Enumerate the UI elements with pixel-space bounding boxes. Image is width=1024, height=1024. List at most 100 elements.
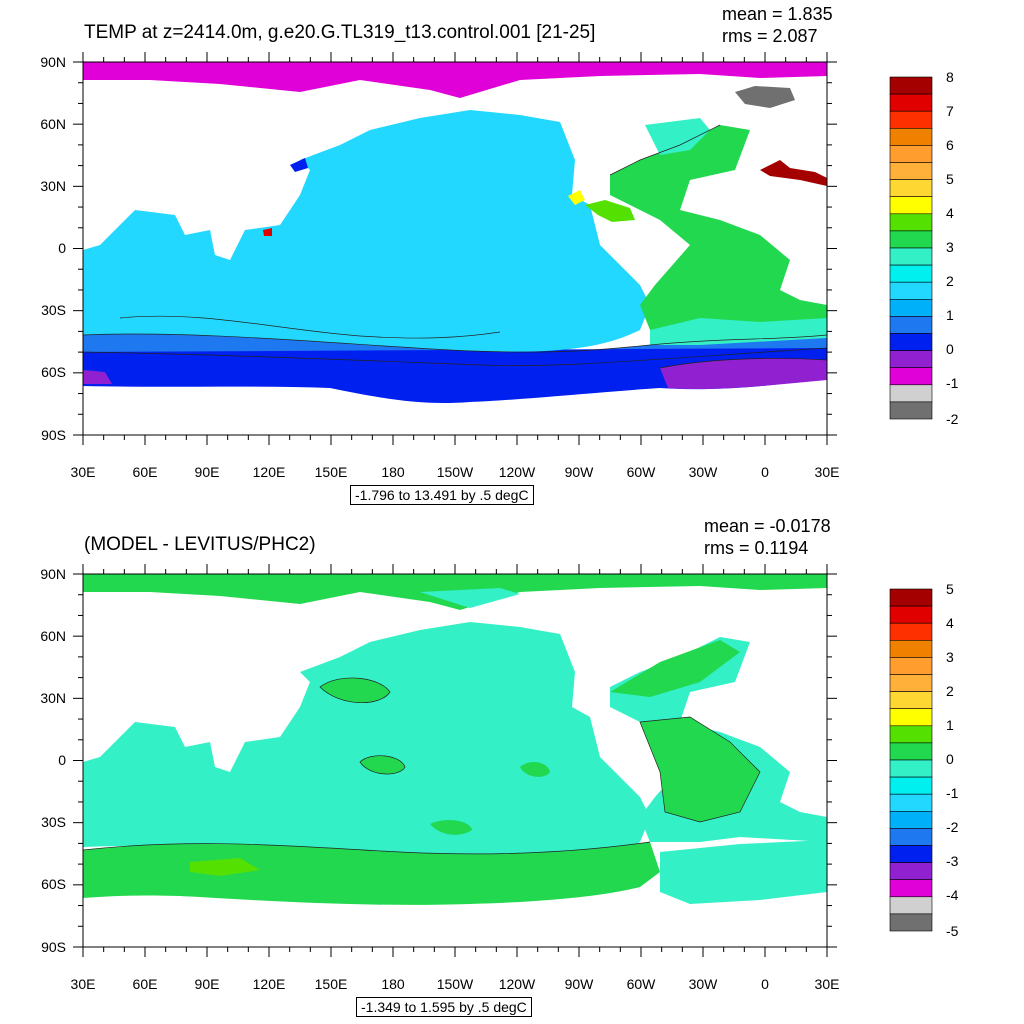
colorbar-swatch: [889, 316, 933, 334]
temp-x-tick-label: 150E: [315, 464, 348, 480]
colorbar-swatch: [889, 333, 933, 351]
colorbar-swatch: [889, 708, 933, 727]
temp-colorbar-labels: 8 7 6 5 4 3 2 1 0 -1 -2: [946, 69, 959, 427]
temp-small-red-sea: [263, 228, 272, 236]
diff-x-tick-label: 150E: [315, 976, 348, 992]
colorbar-swatch: [889, 896, 933, 915]
diff-x-tick-label: 90W: [565, 976, 595, 992]
diff-y-tick-label: 60S: [41, 876, 66, 892]
diff-contour-line: [359, 755, 406, 775]
temp-pacific-indian-region: [83, 110, 650, 352]
temp-y-tick-label: 90S: [41, 427, 66, 443]
diff-colorbar-labels: 5 4 3 2 1 0 -1 -2 -3 -4 -5: [946, 581, 959, 939]
temp-x-tick-label: 90W: [565, 464, 595, 480]
colorbar-swatch: [889, 862, 933, 881]
temp-southern-deep-band: [83, 348, 827, 404]
temp-colorbar-label: 7: [946, 103, 954, 119]
diff-map-svg: 30E 60E 90E 120E 150E 180 150W 120W 90W …: [40, 564, 959, 992]
temp-atlantic-region: [610, 125, 827, 330]
temp-japan-sea-region: [290, 158, 308, 172]
diff-pacific-patch: [320, 677, 390, 703]
colorbar-swatch: [889, 810, 933, 829]
diff-colorbar-label: 2: [946, 683, 954, 699]
colorbar-swatch: [889, 913, 933, 932]
colorbar-swatch: [889, 196, 933, 215]
colorbar-swatch: [889, 776, 933, 795]
colorbar-swatch: [889, 793, 933, 812]
temp-x-tick-label: 120E: [253, 464, 286, 480]
temp-map-field: [83, 62, 827, 404]
diff-colorbar-label: -5: [946, 923, 959, 939]
temp-panel: 30E 60E 90E 120E 150E 180 150W 120W 90W …: [40, 4, 959, 505]
diff-map-field: [83, 574, 827, 905]
colorbar-swatch: [889, 828, 933, 846]
diff-pacific-patch: [360, 755, 405, 774]
diff-pacific-indian-region: [83, 622, 650, 864]
diff-y-tick-label: 90N: [40, 566, 66, 582]
temp-x-tick-label: 30E: [815, 464, 840, 480]
diff-x-tick-label: 120W: [499, 976, 536, 992]
temp-ross-region: [83, 370, 112, 384]
diff-range-label: -1.349 to 1.595 by .5 degC: [356, 997, 532, 1017]
colorbar-swatch: [889, 879, 933, 898]
temp-contour-line: [609, 124, 721, 176]
diff-x-tick-label: 120E: [253, 976, 286, 992]
diff-x-tick-label: 60W: [627, 976, 657, 992]
diff-contour-line: [319, 677, 391, 703]
colorbar-swatch: [889, 367, 933, 386]
colorbar-swatch: [889, 674, 933, 692]
colorbar-swatch: [889, 264, 933, 283]
temp-greenland-sea-region: [735, 86, 795, 108]
temp-y-axis-labels: 90N 60N 30N 0 30S 60S 90S: [40, 54, 66, 443]
temp-range-label: -1.796 to 13.491 by .5 degC: [350, 485, 534, 505]
colorbar-swatch: [889, 110, 933, 129]
diff-colorbar-label: -1: [946, 785, 959, 801]
temp-x-tick-label: 60E: [133, 464, 158, 480]
diff-atlantic-green: [640, 717, 760, 822]
diff-x-tick-label: 90E: [195, 976, 220, 992]
colorbar-swatch: [889, 845, 933, 863]
diff-chart-title: (MODEL - LEVITUS/PHC2): [84, 534, 316, 555]
temp-y-tick-label: 60N: [40, 116, 66, 132]
colorbar-swatch: [889, 640, 933, 658]
colorbar-swatch: [889, 622, 933, 641]
diff-y-tick-label: 30N: [40, 690, 66, 706]
diff-y-tick-label: 90S: [41, 939, 66, 955]
temp-colorbar-label: 3: [946, 239, 954, 255]
temp-colorbar-label: -1: [946, 375, 959, 391]
temp-weddell-region: [660, 358, 827, 390]
colorbar-swatch: [889, 350, 933, 369]
temp-colorbar-label: 0: [946, 341, 954, 357]
temp-chart-title: TEMP at z=2414.0m, g.e20.G.TL319_t13.con…: [84, 22, 596, 43]
colorbar-swatch: [889, 162, 933, 180]
temp-contour-line: [119, 315, 501, 339]
temp-y-tick-label: 0: [58, 240, 66, 256]
temp-colorbar-label: -2: [946, 411, 959, 427]
temp-caribbean-region: [585, 200, 635, 222]
diff-southern-bright-patch: [190, 858, 260, 876]
diff-x-axis-labels: 30E 60E 90E 120E 150E 180 150W 120W 90W …: [71, 976, 840, 992]
diff-colorbar-label: 0: [946, 751, 954, 767]
temp-arctic-region: [83, 62, 827, 98]
colorbar-swatch: [889, 588, 933, 607]
colorbar-swatch: [889, 742, 933, 761]
diff-contour-line: [83, 841, 651, 855]
diff-x-tick-label: 30W: [689, 976, 719, 992]
colorbar-swatch: [889, 145, 933, 163]
colorbar-swatch: [889, 93, 933, 112]
colorbar-swatch: [889, 128, 933, 146]
temp-x-tick-label: 120W: [499, 464, 536, 480]
diff-colorbar: [889, 588, 933, 932]
temp-contour-line: [83, 333, 827, 353]
diff-southern-atlantic-cyan: [660, 840, 827, 904]
temp-colorbar-label: 5: [946, 171, 954, 187]
temp-contour-line: [659, 358, 827, 369]
diff-pacific-patch: [430, 820, 472, 835]
diff-colorbar-label: -2: [946, 819, 959, 835]
diff-north-atlantic-green: [610, 640, 740, 697]
diff-x-tick-label: 60E: [133, 976, 158, 992]
colorbar-swatch: [889, 281, 933, 300]
colorbar-swatch: [889, 179, 933, 198]
colorbar-swatch: [889, 247, 933, 266]
temp-x-tick-label: 90E: [195, 464, 220, 480]
